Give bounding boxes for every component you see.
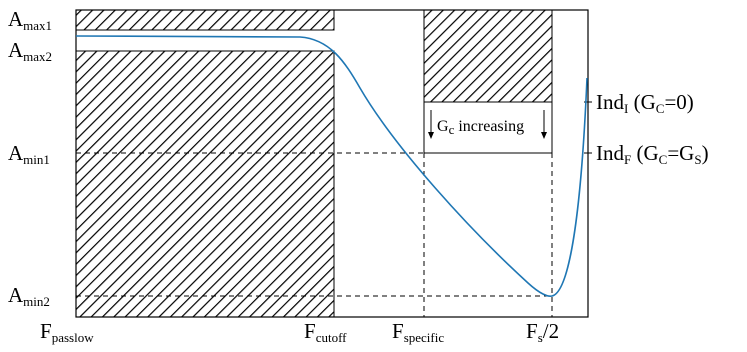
- label-amin2: Amin2: [8, 283, 50, 309]
- annotation-box: [423, 101, 553, 154]
- label-ind-i: IndI (GC=0): [596, 90, 694, 116]
- stopband-upper-region: [75, 9, 335, 31]
- label-fspecific: Fspecific: [392, 319, 444, 345]
- annotation-text: Gc increasing: [437, 118, 524, 137]
- label-fpasslow: Fpasslow: [40, 319, 94, 345]
- arrowhead-right: [541, 132, 547, 139]
- response-curve: [75, 35, 588, 297]
- arrowhead-left: [428, 132, 434, 139]
- plot-frame: [75, 9, 589, 318]
- label-ind-f: IndF (GC=GS): [596, 141, 709, 167]
- label-fcutoff: Fcutoff: [304, 319, 347, 345]
- label-amax2: Amax2: [8, 38, 52, 64]
- passband-lower-region: [75, 50, 335, 318]
- label-amin1: Amin1: [8, 141, 50, 167]
- stopband-region: [423, 9, 553, 103]
- label-fs2: Fs/2: [526, 319, 559, 345]
- label-amax1: Amax1: [8, 7, 52, 33]
